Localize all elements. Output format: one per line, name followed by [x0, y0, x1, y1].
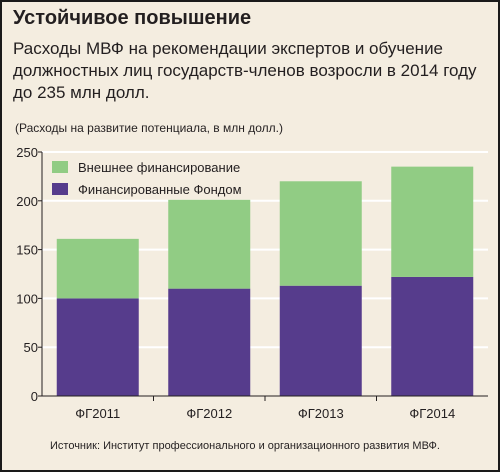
bar-external-3 [279, 181, 362, 286]
x-tick-label: ФГ2014 [409, 406, 455, 421]
legend-label: Финансированные Фондом [78, 182, 242, 197]
x-tick-label: ФГ2013 [298, 406, 344, 421]
bar-external-2 [168, 199, 251, 289]
x-tick-label: ФГ2011 [75, 406, 120, 421]
y-tick-label: 100 [16, 291, 38, 306]
legend-label: Внешнее финансирование [78, 160, 240, 175]
chart-subtitle: Расходы МВФ на рекомендации экспертов и … [13, 39, 477, 102]
y-tick-label: 250 [16, 145, 38, 160]
axes: 0 50 100 150 200 250 ФГ2011 ФГ2012 ФГ2013 ФГ2014 [16, 145, 488, 421]
bar-internal-3 [279, 285, 362, 396]
y-tick-label: 0 [31, 389, 38, 404]
bar-internal-2 [168, 288, 251, 396]
bar-external-4 [391, 166, 474, 277]
y-tick-label: 150 [16, 243, 38, 258]
bars [56, 166, 474, 396]
legend-swatch [52, 161, 68, 173]
legend: Внешнее финансирование Финансированные Фо… [52, 160, 242, 197]
chart-title: Устойчивое повышение [13, 7, 252, 29]
unit-note: (Расходы на развитие потенциала, в млн д… [15, 121, 283, 135]
bar-internal-1 [56, 298, 139, 396]
legend-swatch [52, 183, 68, 195]
bar-internal-4 [391, 276, 474, 396]
source-note: Источник: Институт профессионального и о… [50, 440, 440, 452]
y-tick-label: 50 [24, 340, 38, 355]
x-tick-label: ФГ2012 [186, 406, 232, 421]
y-tick-label: 200 [16, 194, 38, 209]
bar-external-1 [56, 238, 139, 299]
